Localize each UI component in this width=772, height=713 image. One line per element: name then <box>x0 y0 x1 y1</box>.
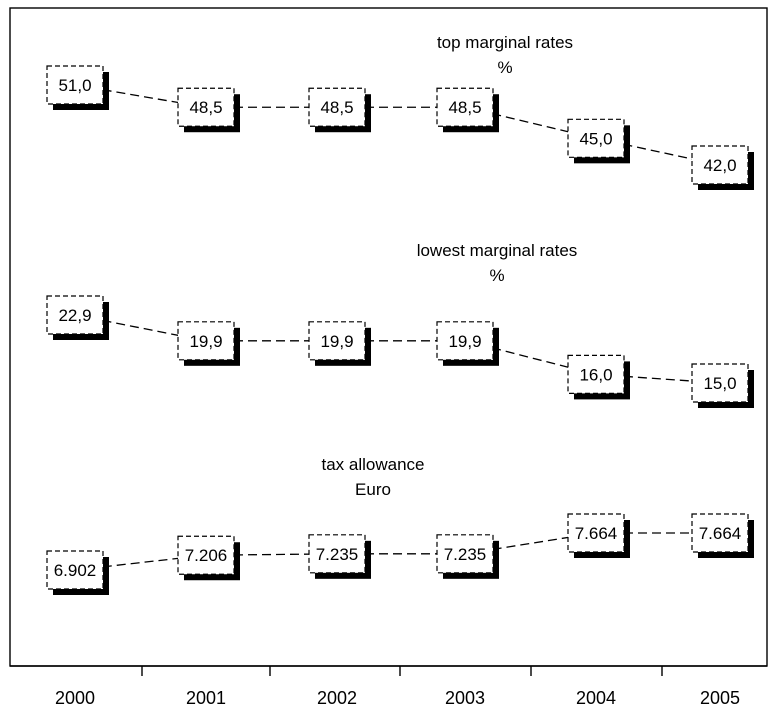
data-point: 7.235 <box>436 534 499 579</box>
data-label-box <box>177 87 235 127</box>
x-tick-label-2002: 2002 <box>317 688 357 708</box>
data-point: 51,0 <box>46 65 109 110</box>
data-label-box <box>436 534 494 574</box>
data-label-box <box>691 145 749 185</box>
data-label: 42,0 <box>703 156 736 175</box>
data-point: 16,0 <box>567 354 630 400</box>
series-tax-allowance: tax allowance Euro 6.902 7.206 7.235 7.235 7.6… <box>46 455 754 595</box>
data-label-box <box>308 321 366 361</box>
data-label: 19,9 <box>320 332 353 351</box>
series-unit: Euro <box>355 480 391 499</box>
series-unit: % <box>497 58 512 77</box>
data-label: 7.235 <box>316 545 359 564</box>
data-point: 7.235 <box>308 534 371 579</box>
x-tick-label-2001: 2001 <box>186 688 226 708</box>
x-tick-label-2004: 2004 <box>576 688 616 708</box>
data-label: 7.664 <box>699 524 742 543</box>
data-point: 19,9 <box>308 321 371 366</box>
x-axis: 2000 2001 2002 2003 2004 2005 <box>10 665 767 708</box>
data-label: 7.206 <box>185 546 228 565</box>
data-label: 48,5 <box>189 98 222 117</box>
data-label-box <box>436 321 494 361</box>
data-label-box <box>567 118 625 158</box>
data-label: 6.902 <box>54 561 97 580</box>
data-label-box <box>308 534 366 574</box>
data-point: 7.664 <box>567 513 630 558</box>
data-label: 22,9 <box>58 306 91 325</box>
data-label-box <box>567 354 625 394</box>
data-point: 7.206 <box>177 535 240 581</box>
data-label: 48,5 <box>448 98 481 117</box>
data-point: 7.664 <box>691 513 754 558</box>
data-point: 45,0 <box>567 118 630 164</box>
data-label-box <box>691 363 749 403</box>
data-label-box <box>308 87 366 127</box>
series-top-marginal-rates: top marginal rates% 51,0 48,5 48,5 48,5 45,0 4… <box>46 33 754 190</box>
series-title: lowest marginal rates <box>417 241 578 260</box>
data-point: 19,9 <box>177 321 240 366</box>
data-label: 45,0 <box>579 129 612 148</box>
series-lowest-marginal-rates: lowest marginal rates% 22,9 19,9 19,9 19,9 16… <box>46 241 754 408</box>
data-label: 16,0 <box>579 365 612 384</box>
data-label: 51,0 <box>58 76 91 95</box>
data-label: 15,0 <box>703 374 736 393</box>
data-label-box <box>691 513 749 553</box>
data-point: 42,0 <box>691 145 754 190</box>
x-tick-label-2005: 2005 <box>700 688 740 708</box>
data-label: 7.235 <box>444 545 487 564</box>
data-label: 48,5 <box>320 98 353 117</box>
data-label-box <box>46 295 104 335</box>
data-label-box <box>436 87 494 127</box>
data-label-box <box>46 550 104 590</box>
data-point: 48,5 <box>436 87 499 133</box>
data-point: 19,9 <box>436 321 499 366</box>
series-unit: % <box>489 266 504 285</box>
data-point: 22,9 <box>46 295 109 340</box>
series-title: top marginal rates <box>437 33 573 52</box>
plot-frame <box>9 7 768 667</box>
series-title: tax allowance <box>321 455 424 474</box>
data-label-box <box>567 513 625 553</box>
data-point: 15,0 <box>691 363 754 408</box>
x-tick-label-2000: 2000 <box>55 688 95 708</box>
data-point: 48,5 <box>177 87 240 133</box>
data-label: 19,9 <box>189 332 222 351</box>
data-label-box <box>177 321 235 361</box>
data-label: 7.664 <box>575 524 618 543</box>
series-layer: top marginal rates% 51,0 48,5 48,5 48,5 45,0 4… <box>46 33 754 595</box>
data-label-box <box>46 65 104 105</box>
data-label: 19,9 <box>448 332 481 351</box>
x-tick-label-2003: 2003 <box>445 688 485 708</box>
data-point: 6.902 <box>46 550 109 595</box>
data-label-box <box>177 535 235 575</box>
data-point: 48,5 <box>308 87 371 133</box>
